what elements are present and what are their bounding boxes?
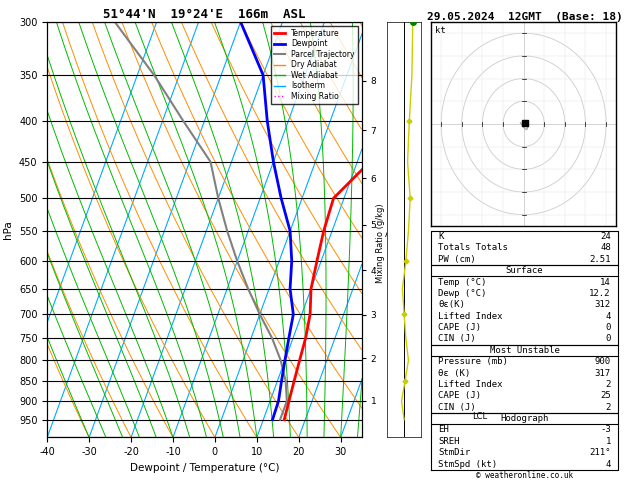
- Text: 900: 900: [594, 357, 611, 366]
- Text: CAPE (J): CAPE (J): [438, 391, 481, 400]
- Text: StmDir: StmDir: [438, 448, 470, 457]
- Text: © weatheronline.co.uk: © weatheronline.co.uk: [476, 471, 573, 480]
- Text: 4: 4: [606, 312, 611, 321]
- Text: -3: -3: [600, 425, 611, 434]
- Text: CIN (J): CIN (J): [438, 334, 476, 344]
- Y-axis label: hPa: hPa: [3, 220, 13, 239]
- Text: 12.2: 12.2: [589, 289, 611, 298]
- X-axis label: Dewpoint / Temperature (°C): Dewpoint / Temperature (°C): [130, 463, 279, 473]
- Text: θε (K): θε (K): [438, 368, 470, 378]
- Text: LCL: LCL: [472, 412, 487, 420]
- Text: 317: 317: [594, 368, 611, 378]
- Text: PW (cm): PW (cm): [438, 255, 476, 264]
- Text: K: K: [438, 232, 443, 241]
- Text: 29.05.2024  12GMT  (Base: 18): 29.05.2024 12GMT (Base: 18): [426, 12, 623, 22]
- Text: θε(K): θε(K): [438, 300, 465, 309]
- Text: 24: 24: [600, 232, 611, 241]
- Title: 51°44'N  19°24'E  166m  ASL: 51°44'N 19°24'E 166m ASL: [103, 8, 306, 21]
- Text: 14: 14: [600, 278, 611, 287]
- Text: 25: 25: [600, 391, 611, 400]
- Text: Lifted Index: Lifted Index: [438, 380, 503, 389]
- Text: Lifted Index: Lifted Index: [438, 312, 503, 321]
- Text: 2: 2: [606, 380, 611, 389]
- Text: kt: kt: [435, 26, 446, 35]
- Text: Hodograph: Hodograph: [501, 414, 548, 423]
- Text: 48: 48: [600, 243, 611, 252]
- Legend: Temperature, Dewpoint, Parcel Trajectory, Dry Adiabat, Wet Adiabat, Isotherm, Mi: Temperature, Dewpoint, Parcel Trajectory…: [270, 26, 358, 104]
- Text: CAPE (J): CAPE (J): [438, 323, 481, 332]
- Text: Dewp (°C): Dewp (°C): [438, 289, 487, 298]
- Text: Totals Totals: Totals Totals: [438, 243, 508, 252]
- Text: 0: 0: [606, 334, 611, 344]
- Text: Surface: Surface: [506, 266, 543, 275]
- Text: 2.51: 2.51: [589, 255, 611, 264]
- Text: 2: 2: [606, 403, 611, 412]
- Text: StmSpd (kt): StmSpd (kt): [438, 460, 498, 469]
- Text: CIN (J): CIN (J): [438, 403, 476, 412]
- Text: Temp (°C): Temp (°C): [438, 278, 487, 287]
- Text: EH: EH: [438, 425, 449, 434]
- Text: Mixing Ratio (g/kg): Mixing Ratio (g/kg): [376, 203, 385, 283]
- Text: 211°: 211°: [589, 448, 611, 457]
- Text: 4: 4: [606, 460, 611, 469]
- Text: Most Unstable: Most Unstable: [489, 346, 560, 355]
- Text: SREH: SREH: [438, 437, 460, 446]
- Y-axis label: km
ASL: km ASL: [385, 220, 401, 239]
- Text: 1: 1: [606, 437, 611, 446]
- Text: Pressure (mb): Pressure (mb): [438, 357, 508, 366]
- Text: 312: 312: [594, 300, 611, 309]
- Text: 0: 0: [606, 323, 611, 332]
